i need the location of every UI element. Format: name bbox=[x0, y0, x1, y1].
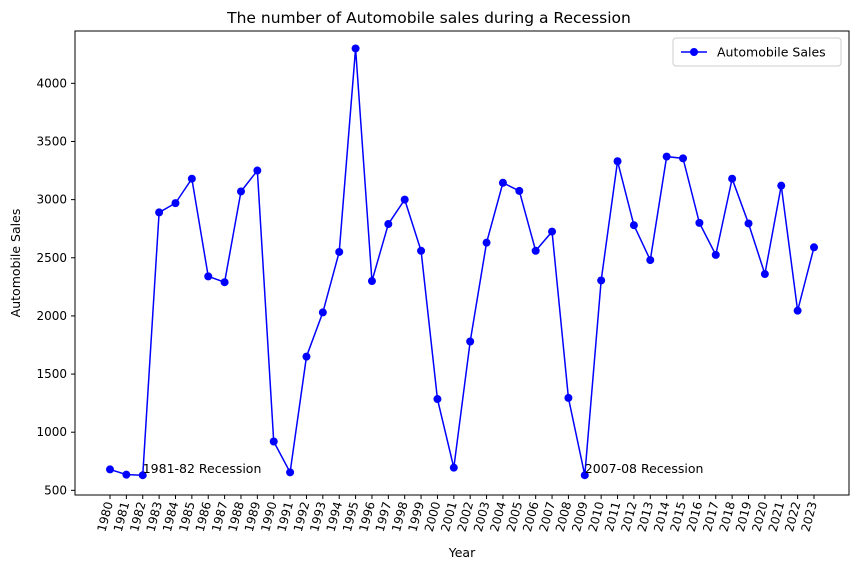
data-point bbox=[171, 199, 180, 208]
legend-label: Automobile Sales bbox=[717, 45, 826, 60]
data-point bbox=[236, 187, 245, 196]
y-tick-label: 3000 bbox=[36, 193, 67, 207]
y-tick-label: 4000 bbox=[36, 76, 67, 90]
data-point bbox=[711, 250, 720, 259]
data-point bbox=[629, 221, 638, 230]
data-point bbox=[793, 306, 802, 315]
data-point bbox=[302, 352, 311, 361]
data-point bbox=[466, 337, 475, 346]
annotation-layer: 1981-82 Recession 2007-08 Recession bbox=[143, 461, 704, 476]
data-point bbox=[187, 174, 196, 183]
y-axis-label: Automobile Sales bbox=[8, 209, 23, 318]
x-axis: 1980198119821983198419851986198719881989… bbox=[94, 495, 820, 533]
data-point bbox=[269, 437, 278, 446]
legend: Automobile Sales bbox=[672, 37, 842, 67]
data-point bbox=[498, 178, 507, 187]
data-point bbox=[760, 270, 769, 279]
data-point bbox=[155, 208, 164, 217]
data-point bbox=[417, 246, 426, 255]
data-point bbox=[580, 471, 589, 480]
data-point bbox=[695, 218, 704, 227]
y-tick-label: 2000 bbox=[36, 309, 67, 323]
legend-marker bbox=[690, 48, 698, 56]
data-point bbox=[515, 186, 524, 195]
data-point bbox=[106, 465, 114, 474]
data-point bbox=[531, 246, 540, 255]
data-point bbox=[564, 393, 573, 402]
data-point bbox=[548, 227, 557, 236]
data-point bbox=[433, 395, 442, 404]
y-tick-label: 2500 bbox=[36, 251, 67, 265]
chart-title: The number of Automobile sales during a … bbox=[226, 9, 631, 27]
data-point bbox=[728, 174, 737, 183]
data-point bbox=[679, 154, 688, 163]
data-point bbox=[482, 238, 491, 247]
data-point bbox=[613, 157, 622, 166]
data-point bbox=[318, 308, 327, 317]
data-point bbox=[286, 468, 295, 477]
annotation-label: 1981-82 Recession bbox=[143, 461, 262, 476]
y-tick-label: 3500 bbox=[36, 134, 67, 148]
data-point bbox=[367, 277, 376, 286]
data-point bbox=[122, 470, 131, 479]
data-point bbox=[220, 278, 229, 287]
data-point bbox=[400, 195, 409, 204]
annotation-label: 2007-08 Recession bbox=[585, 461, 704, 476]
data-point bbox=[335, 247, 344, 256]
data-point bbox=[351, 44, 360, 53]
data-point bbox=[810, 243, 818, 252]
y-tick-label: 1500 bbox=[36, 367, 67, 381]
series-line bbox=[109, 48, 815, 477]
data-point bbox=[597, 276, 606, 285]
data-point bbox=[253, 166, 262, 175]
y-tick-label: 1000 bbox=[36, 425, 67, 439]
data-point bbox=[204, 272, 213, 281]
data-point bbox=[777, 181, 786, 190]
y-axis: 500 1000 1500 2000 2500 3000 3500 4000 bbox=[36, 76, 75, 497]
data-point bbox=[662, 152, 671, 161]
legend-box bbox=[672, 37, 842, 67]
data-point bbox=[744, 219, 753, 228]
data-point bbox=[646, 256, 655, 265]
series-layer bbox=[106, 44, 818, 480]
x-axis-label: Year bbox=[448, 545, 476, 560]
y-tick-label: 500 bbox=[44, 483, 67, 497]
data-point bbox=[384, 220, 393, 229]
data-point bbox=[138, 471, 147, 480]
plot-area bbox=[74, 30, 850, 496]
data-point bbox=[449, 463, 458, 472]
